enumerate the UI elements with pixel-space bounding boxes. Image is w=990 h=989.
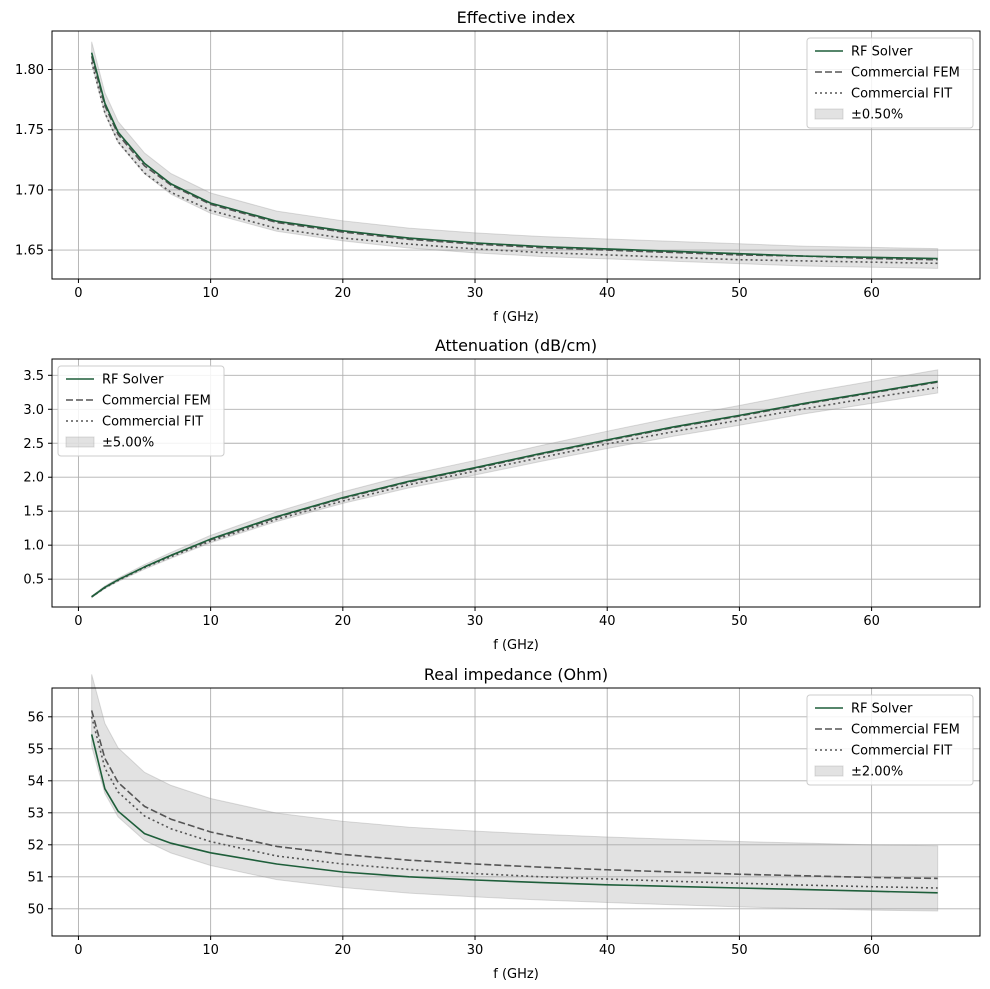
y-tick-label: 1.0: [23, 539, 44, 554]
x-axis-label: f (GHz): [493, 638, 539, 653]
x-tick-label: 0: [74, 943, 82, 958]
y-tick-label: 1.75: [15, 123, 44, 138]
x-axis-label: f (GHz): [493, 310, 539, 325]
legend-label: Commercial FEM: [102, 394, 211, 409]
y-tick-label: 52: [27, 838, 44, 853]
legend-label: ±2.00%: [851, 765, 903, 780]
x-tick-label: 50: [731, 286, 748, 301]
y-tick-label: 54: [27, 774, 44, 789]
legend-box: [806, 694, 974, 786]
y-tick-label: 1.5: [23, 505, 44, 520]
y-tick-label: 1.65: [15, 244, 44, 259]
y-tick-label: 1.80: [15, 63, 44, 78]
x-tick-label: 30: [467, 286, 484, 301]
series-line-rf-solver: [90, 52, 938, 260]
x-tick-label: 30: [467, 614, 484, 629]
series-line-commercial-fem: [90, 56, 938, 261]
y-tick-label: 53: [27, 806, 44, 821]
y-tick-label: 0.5: [23, 573, 44, 588]
y-tick-label: 51: [27, 870, 44, 885]
series-line-rf-solver: [90, 734, 938, 894]
legend-box: [57, 365, 225, 457]
x-tick-label: 10: [202, 614, 219, 629]
tolerance-band: [91, 41, 939, 269]
tolerance-band: [91, 674, 939, 912]
x-tick-label: 20: [335, 614, 352, 629]
x-tick-label: 10: [202, 943, 219, 958]
chart-title: Attenuation (dB/cm): [435, 336, 597, 355]
y-tick-label: 50: [27, 902, 44, 917]
y-tick-label: 55: [27, 742, 44, 757]
chart-panel-3: 0 10 20 30 40 50 60 50 51 52 53 54 55 56 Real impedanc…: [27, 665, 981, 982]
x-tick-label: 50: [731, 943, 748, 958]
x-tick-label: 40: [599, 943, 616, 958]
legend-label: RF Solver: [102, 373, 164, 388]
legend-label: RF Solver: [851, 45, 913, 60]
x-tick-label: 0: [74, 614, 82, 629]
legend-label: RF Solver: [851, 702, 913, 717]
x-tick-label: 60: [863, 614, 880, 629]
series-line-rf-solver: [91, 380, 938, 598]
legend: RF Solver Commercial FEM Commercial FIT ±2.…: [806, 694, 974, 786]
legend-band-swatch: [814, 108, 844, 120]
x-tick-label: 10: [202, 286, 219, 301]
legend-label: ±0.50%: [851, 108, 903, 123]
y-tick-label: 56: [27, 710, 44, 725]
chart-panel-1: 0 10 20 30 40 50 60 1.65 1.70 1.75 1.80 Effective i…: [15, 8, 981, 325]
legend-band-swatch: [814, 765, 844, 777]
legend-label: ±5.00%: [102, 436, 154, 451]
legend-label: Commercial FIT: [851, 87, 952, 102]
legend-box: [806, 37, 974, 129]
series-line-commercial-fem: [90, 710, 938, 880]
x-tick-label: 60: [863, 943, 880, 958]
legend-label: Commercial FIT: [102, 415, 203, 430]
legend-label: Commercial FEM: [851, 723, 960, 738]
legend-band-swatch: [65, 436, 95, 448]
tolerance-band: [91, 369, 939, 599]
x-tick-label: 30: [467, 943, 484, 958]
y-tick-label: 1.70: [15, 183, 44, 198]
legend: RF Solver Commercial FEM Commercial FIT ±5.…: [57, 365, 225, 457]
y-tick-label: 3.5: [23, 369, 44, 384]
axes-frame: [51, 358, 981, 608]
x-tick-label: 20: [335, 943, 352, 958]
series-line-commercial-fit: [90, 716, 938, 889]
chart-title: Real impedance (Ohm): [424, 665, 608, 684]
axes-frame: [51, 687, 981, 937]
chart-title: Effective index: [457, 8, 576, 27]
x-tick-label: 0: [74, 286, 82, 301]
x-tick-label: 50: [731, 614, 748, 629]
chart-panel-2: 0 10 20 30 40 50 60 0.5 1.0 1.5 2.0 2.5 3.0 3.5 Attenu…: [23, 336, 981, 653]
y-tick-label: 3.0: [23, 403, 44, 418]
x-tick-label: 40: [599, 614, 616, 629]
series-line-commercial-fit: [90, 62, 938, 265]
legend-label: Commercial FIT: [851, 744, 952, 759]
x-tick-label: 60: [863, 286, 880, 301]
x-tick-label: 20: [335, 286, 352, 301]
x-tick-label: 40: [599, 286, 616, 301]
y-tick-label: 2.0: [23, 471, 44, 486]
legend: RF Solver Commercial FEM Commercial FIT ±0.…: [806, 37, 974, 129]
legend-label: Commercial FEM: [851, 66, 960, 81]
axes-frame: [51, 30, 981, 280]
y-tick-label: 2.5: [23, 437, 44, 452]
x-axis-label: f (GHz): [493, 967, 539, 982]
